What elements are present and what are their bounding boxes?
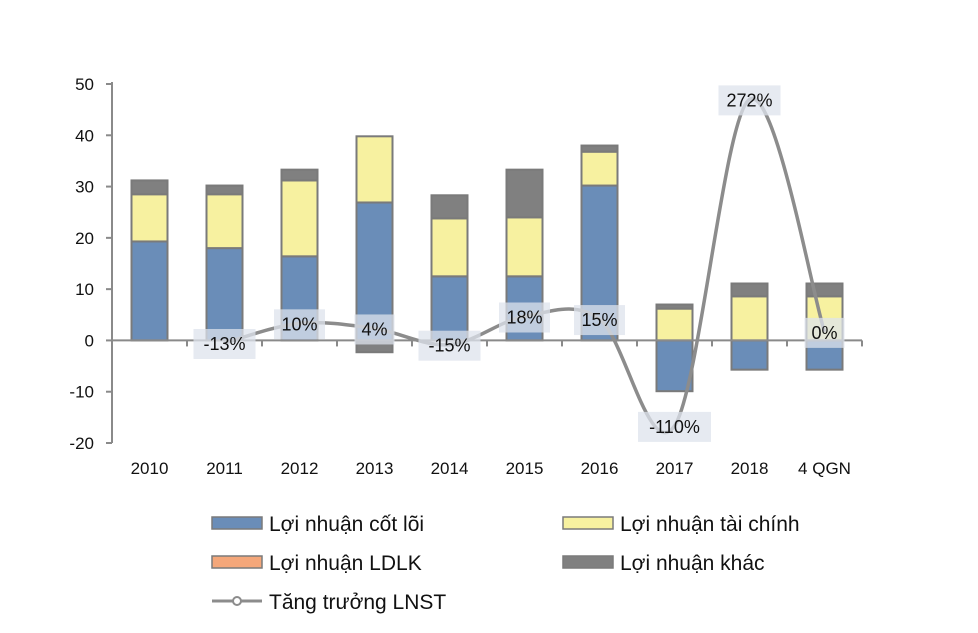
x-tick-label: 2018	[731, 459, 769, 478]
legend-swatch	[211, 555, 263, 569]
bar-segment	[430, 194, 469, 220]
legend-label: Tăng trưởng LNST	[269, 591, 446, 614]
bar-segment	[280, 179, 319, 258]
legend-swatch	[562, 516, 614, 530]
y-tick-label: 40	[75, 126, 94, 145]
data-label-box	[638, 411, 711, 442]
data-label: 0%	[811, 323, 837, 343]
bar-segment	[280, 168, 319, 182]
growth-line: -13% 10% 4% -15% 18% 15% -110% 272% 0%	[193, 85, 845, 442]
bar-segment	[730, 339, 769, 371]
legend: Lợi nhuận cốt lõi Lợi nhuận tài chính Lợi …	[211, 513, 800, 614]
legend-label: Lợi nhuận LDLK	[269, 552, 422, 575]
x-tick-label: 2011	[206, 459, 243, 478]
bar-segment	[730, 295, 769, 342]
bar-segment	[130, 240, 169, 342]
x-tick-label: 2017	[656, 459, 694, 478]
legend-swatch	[211, 516, 263, 530]
bar-segment	[205, 184, 244, 196]
data-label: 10%	[281, 314, 317, 334]
data-label-box	[418, 330, 481, 361]
data-label-box	[718, 85, 781, 116]
x-tick-label: 2016	[581, 459, 619, 478]
data-label-box	[354, 314, 395, 345]
data-label: -110%	[649, 417, 700, 437]
x-tick-label: 2012	[281, 459, 319, 478]
bar-segment	[730, 282, 769, 298]
data-label-box	[193, 328, 256, 359]
legend-marker	[232, 596, 242, 606]
bar-segment	[130, 193, 169, 243]
bar-segment	[505, 216, 544, 278]
data-label-box	[574, 305, 625, 336]
data-label-box	[274, 309, 325, 340]
y-tick-label: 20	[75, 229, 94, 248]
bar-segment	[205, 247, 244, 342]
y-tick-label: 10	[75, 280, 94, 299]
x-tick-label: 2013	[356, 459, 394, 478]
data-label-box	[499, 302, 550, 333]
y-tick-label: 50	[75, 75, 94, 94]
y-tick-label: -20	[69, 434, 94, 453]
data-label: 18%	[506, 307, 542, 327]
data-label: -13%	[203, 334, 245, 354]
legend-label: Lợi nhuận khác	[620, 552, 765, 575]
legend-label: Lợi nhuận tài chính	[620, 513, 800, 536]
bar-segment	[355, 135, 394, 204]
x-tick-label: 2010	[131, 459, 169, 478]
data-label: 15%	[581, 310, 617, 330]
y-tick-label: 30	[75, 178, 94, 197]
data-label: -15%	[428, 336, 470, 356]
y-tick-label: 0	[85, 331, 94, 350]
bar-segment	[580, 150, 619, 187]
bar-segment	[430, 217, 469, 278]
data-label-box	[804, 317, 845, 348]
y-tick-label: -10	[69, 383, 94, 402]
data-label: 4%	[361, 319, 387, 339]
bar-segment	[655, 307, 694, 342]
data-label: 272%	[726, 90, 772, 110]
bar-segment	[505, 168, 544, 219]
x-tick-label: 2015	[506, 459, 544, 478]
legend-label: Lợi nhuận cốt lõi	[269, 513, 424, 536]
bar-segment	[205, 193, 244, 250]
x-tick-label: 4 QGN	[798, 459, 851, 478]
legend-swatch	[562, 555, 614, 569]
bar-segment	[130, 179, 169, 196]
bar-segment	[655, 303, 694, 310]
bar-segment	[580, 144, 619, 153]
x-tick-label: 2014	[431, 459, 469, 478]
bar-segment	[655, 339, 694, 393]
